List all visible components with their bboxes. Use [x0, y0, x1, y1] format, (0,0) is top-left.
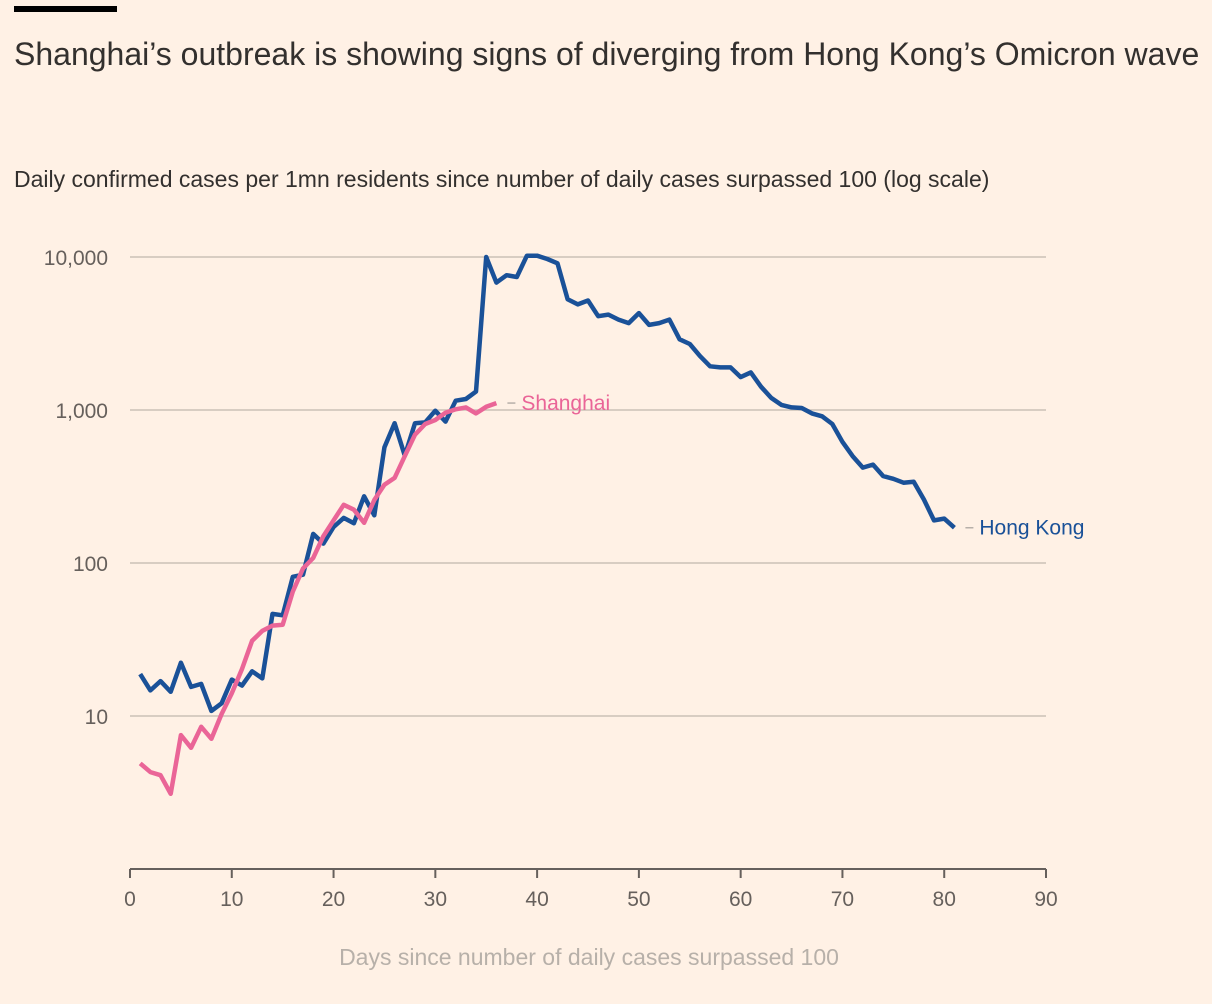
x-axis-labels: 0 10 20 30 40 50 60 70 80 90: [124, 888, 1058, 911]
x-tick-label: 10: [220, 888, 243, 911]
series-labels: Hong Kong Shanghai: [507, 392, 1084, 540]
x-tick-label: 60: [729, 888, 752, 911]
series-label-shanghai: Shanghai: [521, 392, 610, 415]
y-tick-label: 100: [73, 553, 108, 576]
x-tick-label: 30: [424, 888, 447, 911]
gridlines: [130, 256, 1046, 717]
chart-subtitle: Daily confirmed cases per 1mn residents …: [14, 166, 990, 192]
y-tick-label: 1,000: [55, 400, 108, 423]
series-line-shanghai: [138, 400, 498, 797]
series-line-hong-kong: [138, 253, 956, 714]
brand-top-bar: [14, 6, 117, 12]
x-tick-label: 0: [124, 888, 136, 911]
y-axis-labels: 10 100 1,000 10,000: [44, 247, 108, 729]
x-tick-label: 40: [525, 888, 548, 911]
x-tick-label: 90: [1034, 888, 1057, 911]
chart-title: Shanghai’s outbreak is showing signs of …: [14, 36, 1200, 72]
series-label-hong-kong: Hong Kong: [979, 517, 1084, 540]
y-tick-label: 10,000: [44, 247, 108, 270]
x-tick-label: 70: [831, 888, 854, 911]
series-lines: [138, 253, 956, 797]
x-tick-label: 50: [627, 888, 650, 911]
x-axis: [129, 868, 1047, 878]
x-axis-title: Days since number of daily cases surpass…: [339, 944, 839, 970]
y-tick-label: 10: [85, 706, 108, 729]
x-tick-label: 80: [933, 888, 956, 911]
x-tick-label: 20: [322, 888, 345, 911]
